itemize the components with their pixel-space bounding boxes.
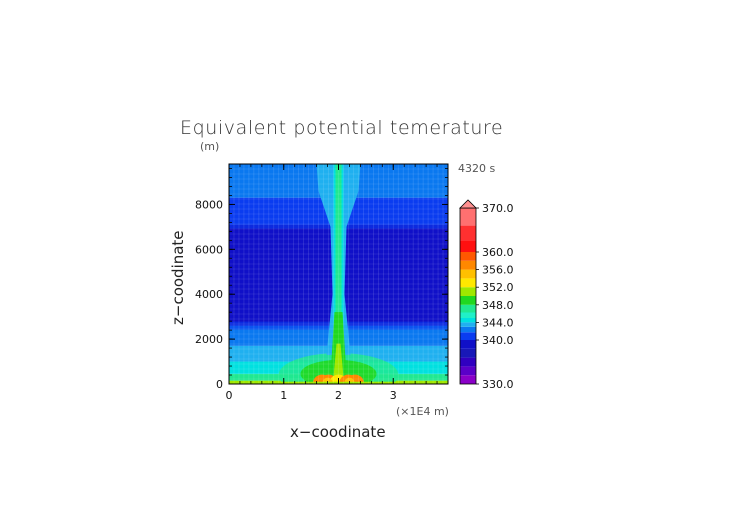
colorbar-tick-label: 340.0 bbox=[482, 334, 514, 347]
colorbar-swatch bbox=[460, 332, 476, 340]
colorbar-tick-label: 348.0 bbox=[482, 299, 514, 312]
x-tick-label: 2 bbox=[335, 389, 342, 402]
colorbar-swatch bbox=[460, 304, 476, 313]
colorbar-swatch bbox=[460, 322, 476, 327]
plume-lower-hot bbox=[333, 343, 344, 378]
x-tick-label: 1 bbox=[280, 389, 287, 402]
colorbar-swatch bbox=[460, 269, 476, 279]
colorbar-swatch bbox=[460, 260, 476, 270]
colorbar-swatch bbox=[460, 348, 476, 358]
colorbar-tick-label: 370.0 bbox=[482, 202, 514, 215]
x-unit-label: (×1E4 m) bbox=[396, 405, 449, 418]
y-tick-label: 4000 bbox=[195, 288, 223, 301]
y-tick-label: 2000 bbox=[195, 333, 223, 346]
time-label: 4320 s bbox=[458, 162, 495, 175]
colorbar-tick-label: 360.0 bbox=[482, 246, 514, 259]
colorbar-extend-arrow bbox=[459, 199, 477, 209]
colorbar-swatch bbox=[460, 278, 476, 288]
y-unit-label: (m) bbox=[200, 140, 219, 153]
colorbar-swatch bbox=[460, 296, 476, 305]
x-axis-title: x−coodinate bbox=[290, 423, 386, 441]
colorbar-tick-label: 352.0 bbox=[482, 281, 514, 294]
colorbar-swatch bbox=[460, 326, 476, 333]
colorbar: 370.0 360.0 356.0 352.0 348.0 344.0 340.0 330.0 bbox=[459, 199, 514, 391]
chart-title: Equivalent potential temerature bbox=[180, 117, 503, 139]
y-axis: 0 2000 4000 6000 8000 bbox=[195, 168, 448, 391]
y-axis-title: z−coodinate bbox=[169, 230, 187, 325]
colorbar-swatch bbox=[460, 340, 476, 349]
x-tick-label: 0 bbox=[226, 389, 233, 402]
colorbar-tick-label: 344.0 bbox=[482, 316, 514, 329]
colorbar-swatch bbox=[460, 208, 476, 226]
plot-area bbox=[229, 164, 448, 384]
colorbar-tick-label: 356.0 bbox=[482, 264, 514, 277]
y-tick-label: 8000 bbox=[195, 198, 223, 211]
colorbar-swatch bbox=[460, 241, 476, 252]
colorbar-swatch bbox=[460, 225, 476, 241]
colorbar-swatch bbox=[460, 318, 476, 323]
x-tick-label: 3 bbox=[390, 389, 397, 402]
y-tick-label: 0 bbox=[216, 378, 223, 391]
colorbar-swatch bbox=[460, 252, 476, 261]
colorbar-swatch bbox=[460, 366, 476, 376]
colorbar-swatch bbox=[460, 312, 476, 318]
colorbar-tick-label: 330.0 bbox=[482, 378, 514, 391]
grid bbox=[229, 164, 448, 384]
y-tick-label: 6000 bbox=[195, 243, 223, 256]
colorbar-swatch bbox=[460, 375, 476, 384]
colorbar-swatch bbox=[460, 357, 476, 367]
plume-core bbox=[335, 164, 342, 362]
colorbar-swatch bbox=[460, 287, 476, 296]
